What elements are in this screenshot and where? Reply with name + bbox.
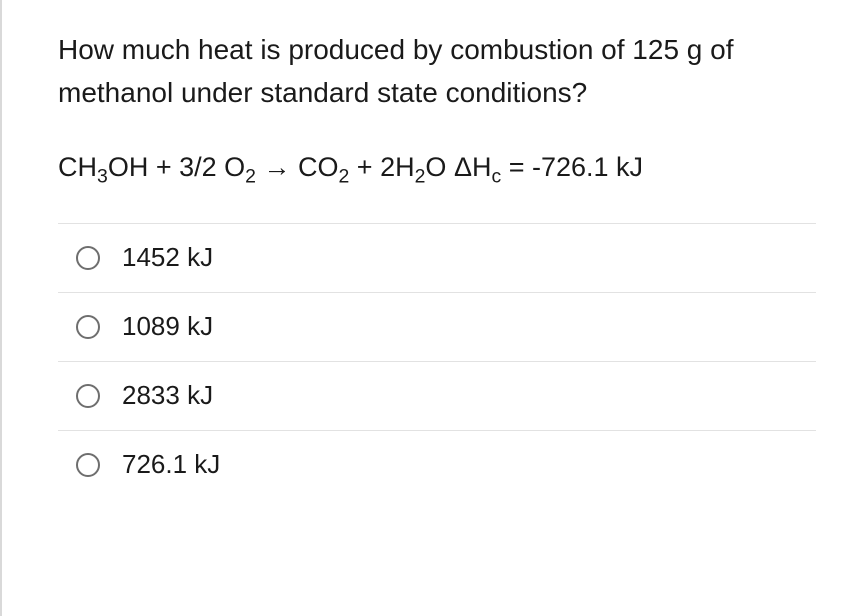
radio-icon xyxy=(76,384,100,408)
options-list: 1452 kJ 1089 kJ 2833 kJ 726.1 kJ xyxy=(58,223,816,499)
option-3[interactable]: 2833 kJ xyxy=(58,362,816,431)
eq-co2-2: 2 xyxy=(338,165,349,187)
option-3-label: 2833 kJ xyxy=(122,380,213,411)
eq-coeff-h2o: 2 xyxy=(380,152,395,182)
option-4-label: 726.1 kJ xyxy=(122,449,220,480)
eq-o2-2: 2 xyxy=(245,165,256,187)
question-text: How much heat is produced by combustion … xyxy=(58,28,816,115)
option-2[interactable]: 1089 kJ xyxy=(58,293,816,362)
eq-h2o-o: O xyxy=(425,152,446,182)
eq-delta-c: c xyxy=(491,165,501,187)
radio-icon xyxy=(76,315,100,339)
option-1[interactable]: 1452 kJ xyxy=(58,224,816,293)
eq-ch3oh-3: 3 xyxy=(97,165,108,187)
question-card: How much heat is produced by combustion … xyxy=(0,0,856,616)
eq-delta-h: ΔH xyxy=(446,152,491,182)
radio-icon xyxy=(76,246,100,270)
eq-ch3oh-ch: CH xyxy=(58,152,97,182)
option-4[interactable]: 726.1 kJ xyxy=(58,431,816,499)
option-1-label: 1452 kJ xyxy=(122,242,213,273)
eq-plus-2: + xyxy=(349,152,380,182)
option-2-label: 1089 kJ xyxy=(122,311,213,342)
eq-coeff-o2: 3/2 xyxy=(179,152,224,182)
eq-arrow: → xyxy=(256,152,298,182)
eq-equals: = xyxy=(501,152,532,182)
eq-o2-o: O xyxy=(224,152,245,182)
eq-co2-co: CO xyxy=(298,152,339,182)
eq-plus-1: + xyxy=(148,152,179,182)
reaction-equation: CH3OH + 3/2 O2 → CO2 + 2H2O ΔHc = -726.1… xyxy=(58,149,816,187)
radio-icon xyxy=(76,453,100,477)
eq-value: -726.1 kJ xyxy=(532,152,643,182)
eq-h2o-h: H xyxy=(395,152,415,182)
eq-ch3oh-oh: OH xyxy=(108,152,149,182)
eq-h2o-2: 2 xyxy=(415,165,426,187)
